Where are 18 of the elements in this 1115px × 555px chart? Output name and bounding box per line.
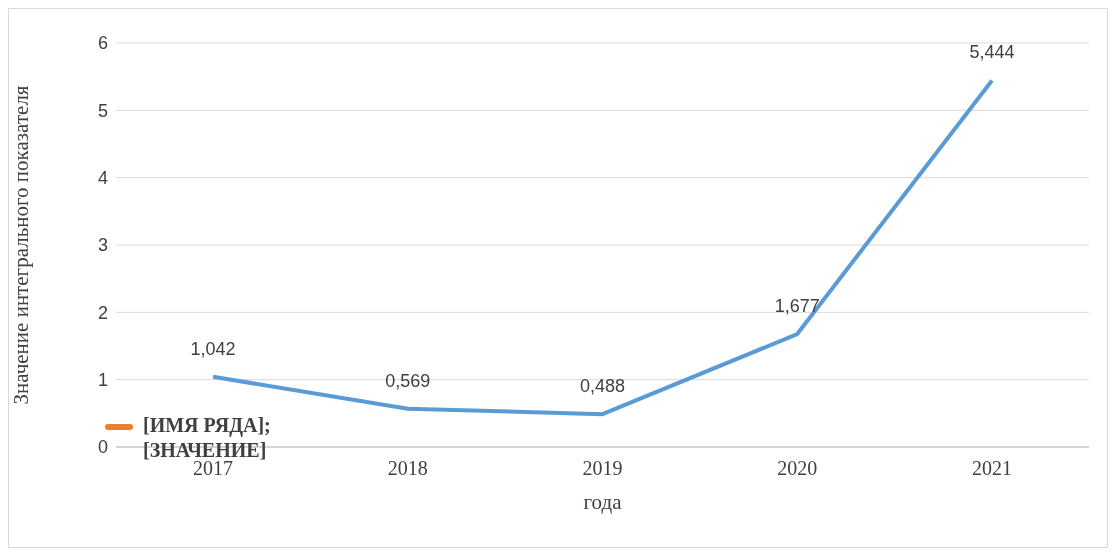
x-tick-label: 2019 (582, 457, 623, 480)
y-axis-title: Значение интегрального показателя (9, 85, 34, 405)
y-tick-label: 0 (97, 437, 108, 458)
x-tick-label: 2018 (387, 457, 428, 480)
y-tick-label: 1 (97, 370, 108, 391)
x-axis-title: года (583, 490, 623, 514)
text: 1,677 (774, 296, 820, 317)
y-tick-label: 4 (97, 168, 108, 189)
text: 0,488 (579, 376, 626, 397)
text: 1,042 (190, 338, 236, 359)
y-tick-label: 3 (97, 235, 108, 256)
y-tick-label: 5 (97, 100, 108, 121)
x-tick-label: 2021 (972, 457, 1012, 480)
text: 0,569 (385, 370, 431, 391)
y-tick-label: 2 (97, 302, 108, 323)
x-tick-label: 2020 (777, 457, 818, 480)
text: 5,444 (969, 42, 1015, 63)
y-tick-label: 6 (97, 33, 108, 54)
